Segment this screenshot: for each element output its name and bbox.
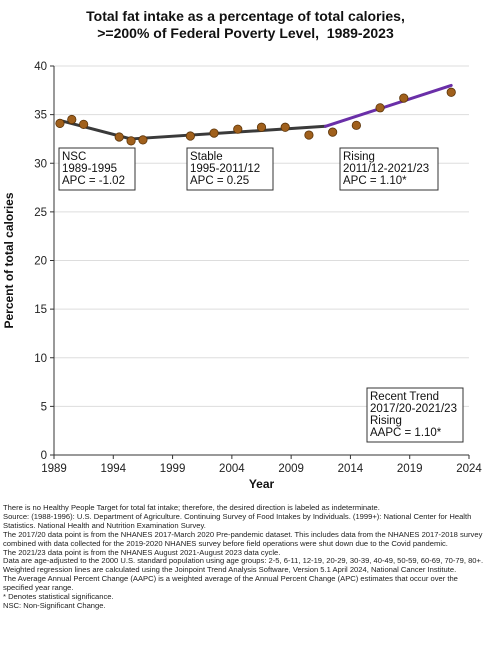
data-point: [375, 103, 385, 113]
y-tick-label: 15: [34, 304, 47, 316]
y-tick-label: 10: [34, 353, 47, 365]
data-point: [280, 122, 290, 132]
x-tick-label: 1994: [100, 463, 126, 475]
y-tick-label: 30: [34, 158, 47, 170]
annotation-box-recent: [366, 387, 464, 443]
y-tick-label: 25: [34, 207, 47, 219]
x-tick-label: 2004: [219, 463, 245, 475]
x-tick-label: 2024: [456, 463, 482, 475]
x-tick-label: 2009: [278, 463, 304, 475]
data-point: [79, 119, 89, 129]
chart-title-line-2: >=200% of Federal Poverty Level, 1989-20…: [97, 25, 394, 41]
x-tick-label: 1999: [160, 463, 186, 475]
data-point: [67, 114, 77, 125]
data-point: [399, 93, 409, 103]
y-tick-label: 20: [34, 256, 47, 268]
footnotes: There is no Healthy People Target for to…: [3, 503, 489, 611]
annotation-box-nsc: [58, 147, 136, 191]
x-tick-label: 1989: [41, 463, 67, 475]
annotation-text-stable: 1995-2011/12: [190, 163, 260, 175]
footnote-5: Data are age-adjusted to the 2000 U.S. s…: [3, 556, 484, 566]
annotation-text-rising: 2011/12-2021/23: [343, 163, 429, 175]
annotation-text-recent: 2017/20-2021/23: [370, 403, 457, 415]
data-point: [185, 131, 195, 141]
footnote-1: There is no Healthy People Target for to…: [3, 503, 380, 512]
chart-title-line-1: Total fat intake as a percentage of tota…: [86, 8, 405, 24]
data-point: [138, 135, 148, 145]
chart-svg: 0 5 10 15 20 25 30 35 40 1989 1994 1999 2004 2009 2014…: [2, 61, 482, 491]
footnote-3: The 2017/20 data point is from the NHANE…: [3, 529, 483, 548]
footnote-9: NSC: Non-Significant Change.: [3, 600, 106, 610]
footnote-8: * Denotes statistical significance.: [3, 592, 114, 602]
data-point: [209, 128, 219, 138]
footnote-4: The 2021/23 data point is from the NHANE…: [3, 547, 281, 557]
data-point: [446, 87, 456, 97]
annotation-text-nsc: APC = -1.02: [62, 175, 125, 187]
annotation-text-stable: Stable: [190, 151, 223, 163]
data-point: [351, 120, 361, 130]
chart-title: Total fat intake as a percentage of tota…: [0, 8, 491, 42]
annotation-text-recent: AAPC = 1.10*: [370, 427, 442, 439]
annotation-text-recent: Rising: [370, 415, 402, 427]
annotation-text-rising: APC = 1.10*: [343, 175, 407, 187]
y-tick-label: 40: [34, 61, 47, 73]
data-point: [55, 118, 65, 128]
trend-line: [324, 83, 453, 128]
data-point: [126, 136, 136, 146]
x-axis-label: Year: [249, 477, 275, 491]
annotation-text-nsc: NSC: [62, 151, 86, 163]
data-point: [304, 130, 314, 140]
data-point: [233, 124, 243, 134]
annotation-box-rising: [339, 147, 439, 191]
footnote-7: The Average Annual Percent Change (AAPC)…: [3, 574, 458, 593]
x-tick-label: 2019: [397, 463, 423, 475]
trend-line: [129, 124, 328, 141]
y-axis-label: Percent of total calories: [2, 192, 16, 328]
annotation-text-stable: APC = 0.25: [190, 175, 249, 187]
data-point: [328, 127, 338, 137]
y-tick-label: 0: [41, 450, 47, 462]
annotation-text-nsc: 1989-1995: [62, 163, 117, 175]
x-tick-label: 2014: [338, 463, 364, 475]
footnote-6: Weighted regression lines are calculated…: [3, 565, 457, 575]
y-tick-label: 5: [41, 401, 47, 413]
data-point: [114, 132, 124, 142]
annotation-text-recent: Recent Trend: [370, 391, 439, 403]
annotation-text-rising: Rising: [343, 151, 375, 163]
y-tick-label: 35: [34, 110, 47, 122]
footnote-2: Source: (1988-1996): U.S. Department of …: [3, 511, 472, 530]
data-point: [256, 122, 267, 132]
annotation-box-stable: [186, 147, 274, 191]
